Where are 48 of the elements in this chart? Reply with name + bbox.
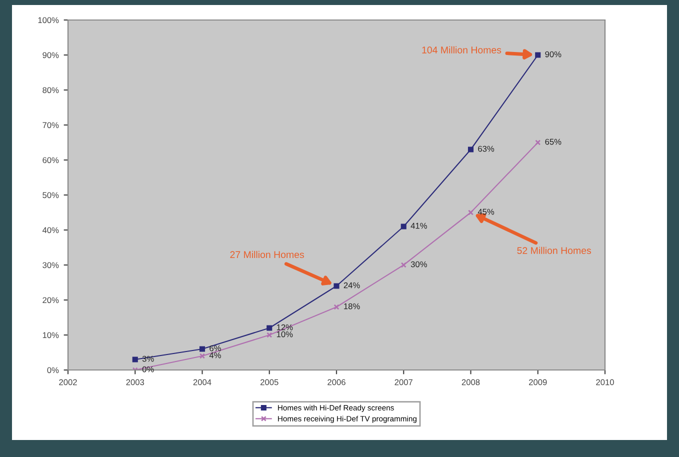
point [334,283,340,289]
data-label: 90% [545,51,562,58]
y-tick-label: 100% [38,17,59,24]
y-tick-label: 80% [42,87,59,94]
data-label: 24% [344,282,360,288]
data-label: 45% [478,208,494,215]
y-tick-label: 40% [42,227,59,234]
point [334,304,340,310]
point [266,332,272,338]
annotation: 27 Million Homes [230,250,304,258]
x-tick-label: 2008 [462,379,480,386]
data-label: 30% [410,261,427,268]
point [468,210,474,216]
data-label: 63% [478,146,494,152]
x-tick-label: 2007 [394,379,412,386]
data-label: 6% [210,345,221,352]
data-label: 10% [276,331,293,338]
data-label: 4% [209,352,221,358]
y-tick-label: 10% [42,332,59,338]
data-label: 18% [344,303,360,310]
x-tick-label: 2009 [529,379,547,386]
x-tick-label: 2005 [260,379,278,386]
point [400,262,406,268]
data-label: 41% [410,222,427,229]
point [468,146,474,152]
x-tick-label: 2003 [126,379,144,386]
annotation: 52 Million Homes [517,246,592,254]
data-label: 65% [545,138,562,145]
y-tick-label: 60% [42,157,59,164]
y-tick-label: 0% [47,367,59,374]
y-tick-label: 30% [42,262,59,268]
x-tick-label: 2010 [596,379,614,386]
data-label: 0% [142,366,154,372]
y-tick-label: 90% [42,52,59,58]
y-tick-label: 70% [42,122,59,128]
annotation: 104 Million Homes [422,46,502,54]
point [199,353,206,359]
x-tick-label: 2006 [328,379,346,386]
point [132,356,138,362]
data-label: 12% [276,324,293,330]
y-tick-label: 20% [42,297,59,304]
x-tick-label: 2004 [193,379,212,386]
x-tick-label: 2002 [59,379,77,386]
point [400,224,406,230]
point [535,52,541,58]
point [199,346,206,352]
point [266,325,272,331]
y-tick-label: 50% [42,192,59,198]
